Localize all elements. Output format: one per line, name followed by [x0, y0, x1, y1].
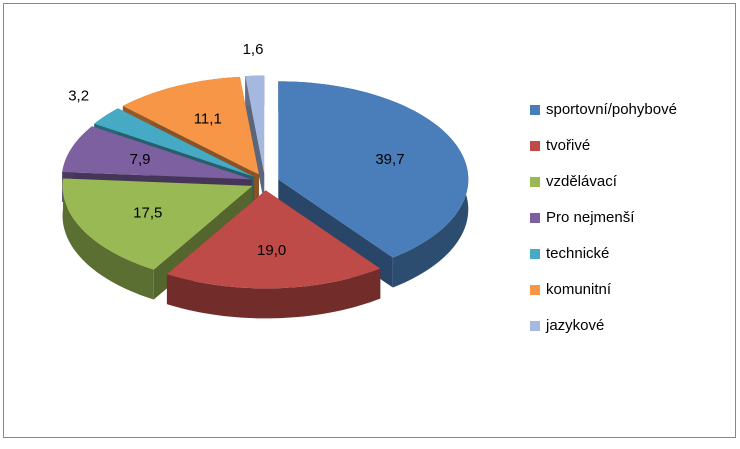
legend-swatch	[530, 105, 540, 115]
legend-swatch	[530, 213, 540, 223]
slice	[166, 190, 381, 289]
legend-swatch	[530, 177, 540, 187]
legend-label: vzdělávací	[546, 173, 618, 190]
slice	[245, 75, 265, 174]
legend-swatch	[530, 321, 540, 331]
slice-side	[166, 268, 381, 319]
legend-label: sportovní/pohybové	[546, 101, 677, 118]
slice	[94, 108, 255, 177]
slice	[278, 81, 469, 258]
slice-wall	[245, 76, 265, 204]
data-label: 1,6	[243, 41, 264, 58]
data-label: 11,1	[194, 111, 222, 128]
data-label: 3,2	[68, 88, 89, 105]
legend-label: tvořivé	[546, 137, 590, 154]
legend-swatch	[530, 285, 540, 295]
legend-label: jazykové	[545, 317, 604, 334]
legend-swatch	[530, 141, 540, 151]
data-label: 39,7	[375, 151, 404, 168]
slice-side	[62, 178, 154, 300]
legend-label: Pro nejmenší	[546, 209, 635, 226]
slice	[62, 126, 252, 180]
legend-label: komunitní	[546, 281, 612, 298]
slice	[62, 178, 253, 270]
data-label: 17,5	[133, 205, 162, 222]
data-label: 7,9	[130, 151, 151, 168]
legend-label: technické	[546, 245, 609, 262]
slice	[122, 76, 259, 175]
legend-swatch	[530, 249, 540, 259]
data-label: 19,0	[257, 242, 286, 259]
